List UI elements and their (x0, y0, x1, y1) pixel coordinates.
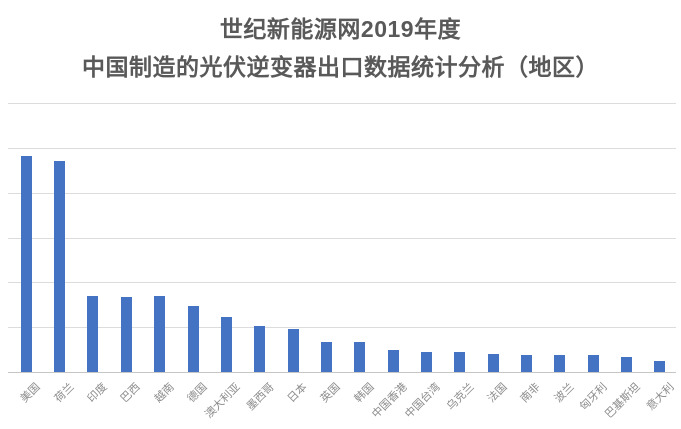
x-axis-line (8, 372, 676, 373)
x-axis-label: 印度 (85, 381, 110, 406)
bar (54, 161, 66, 372)
gridline (8, 282, 676, 284)
bar (154, 296, 166, 372)
gridline (8, 192, 676, 194)
x-axis-label: 巴西 (118, 381, 143, 406)
x-axis-label: 德国 (185, 381, 210, 406)
bar (187, 306, 199, 372)
bar (487, 354, 499, 372)
bar (120, 297, 132, 372)
x-axis-label: 韩国 (352, 381, 377, 406)
chart-title-line-2: 中国制造的光伏逆变器出口数据统计分析（地区） (82, 54, 599, 80)
bar (320, 342, 332, 372)
bar (387, 350, 399, 372)
bar (287, 329, 299, 372)
x-axis-label: 巴基斯坦 (603, 381, 644, 421)
gridline (8, 103, 676, 104)
bar (587, 355, 599, 372)
x-axis-label: 法国 (485, 381, 510, 406)
gridline (8, 237, 676, 239)
bar (87, 296, 99, 372)
bar (20, 156, 32, 372)
bar (220, 317, 232, 372)
bar (654, 361, 666, 372)
bar (520, 355, 532, 372)
x-axis-label: 越南 (152, 381, 177, 406)
bar (454, 352, 466, 372)
x-axis-label: 美国 (18, 381, 43, 406)
bar (554, 355, 566, 372)
x-axis-label: 荷兰 (52, 381, 77, 406)
bar (254, 326, 266, 372)
x-axis-label: 中国香港 (370, 381, 410, 421)
bar (420, 352, 432, 372)
x-axis-label: 乌克兰 (444, 381, 477, 413)
x-axis-label: 澳大利亚 (203, 381, 243, 421)
plot-area (8, 103, 676, 373)
gridline (8, 327, 676, 329)
x-axis-label: 中国台湾 (403, 381, 443, 421)
x-axis-label: 波兰 (552, 381, 577, 406)
x-axis-label: 墨西哥 (244, 381, 277, 413)
chart-title: 世纪新能源网2019年度 中国制造的光伏逆变器出口数据统计分析（地区） (0, 10, 681, 86)
bar (354, 342, 366, 372)
x-axis-label: 日本 (285, 381, 310, 406)
bar (620, 357, 632, 372)
x-axis-label: 南非 (518, 381, 544, 406)
gridline (8, 147, 676, 149)
x-axis-label: 英国 (318, 381, 343, 406)
x-axis-label: 意大利 (644, 381, 677, 413)
chart-title-line-1: 世纪新能源网2019年度 (219, 16, 462, 42)
